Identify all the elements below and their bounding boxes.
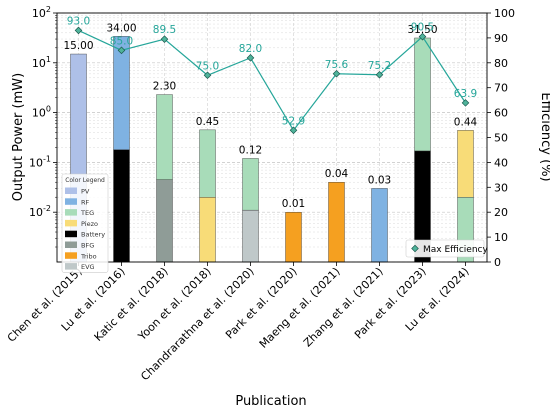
- bar-total-label: 15.00: [63, 40, 93, 52]
- legend-label-bfg: BFG: [81, 242, 94, 250]
- bar-stack: [371, 188, 388, 263]
- y2-tick-label: 90: [494, 32, 508, 45]
- bar-total-label: 0.12: [239, 144, 262, 156]
- y2-tick-label: 0: [494, 256, 501, 269]
- efficiency-marker: [74, 26, 83, 35]
- efficiency-marker: [461, 99, 470, 107]
- bar-segment-tribo: [285, 211, 302, 263]
- legend-swatch-bfg: [65, 241, 77, 248]
- legend-swatch-rf: [65, 198, 77, 205]
- efficiency-label: 85.0: [110, 35, 133, 47]
- efficiency-label: 52.9: [282, 115, 305, 127]
- efficiency-label: 75.2: [368, 60, 391, 72]
- bar-segment-bfg: [156, 179, 173, 263]
- legend-label-teg: TEG: [80, 209, 94, 217]
- y-axis-title: Output Power (mW): [11, 73, 26, 201]
- efficiency-legend-box: [405, 239, 485, 258]
- legend-label-battery: Battery: [81, 231, 105, 239]
- efficiency-marker: [332, 69, 341, 78]
- legend-swatch-piezo: [65, 219, 77, 227]
- bar-stack: [414, 37, 431, 263]
- bar-total-label: 0.44: [454, 116, 478, 128]
- y2-tick-label: 10: [494, 231, 508, 244]
- efficiency-marker: [418, 32, 427, 41]
- bar-segment-teg: [242, 158, 259, 211]
- y2-axis-title: Efficiency (%): [538, 92, 550, 181]
- efficiency-line: [78, 29, 467, 132]
- bar-segment-teg: [156, 94, 173, 180]
- y2-tick-label: 70: [494, 82, 508, 95]
- efficiency-label: 90.5: [411, 22, 434, 34]
- legend-swatch-tribo: [65, 252, 77, 259]
- y2-tick-label: 40: [494, 156, 508, 169]
- bars: [70, 36, 474, 263]
- bar-segment-rf: [371, 188, 388, 263]
- legend-swatch-teg: [65, 209, 77, 216]
- bar-total-label: 0.01: [282, 198, 305, 210]
- bar-total-label: 34.00: [106, 22, 136, 34]
- efficiency-label: 82.0: [239, 43, 262, 55]
- y2-tick-label: 20: [494, 206, 508, 219]
- bar-segment-piezo: [199, 197, 216, 263]
- efficiency-label: 89.5: [153, 24, 176, 36]
- bar-segment-rf: [113, 36, 130, 150]
- legend-label-pv: PV: [81, 188, 90, 196]
- bar-stack: [113, 36, 130, 263]
- efficiency-legend: Max Efficiency: [405, 239, 488, 258]
- efficiency-label: 75.6: [325, 59, 349, 71]
- bar-total-label: 0.03: [368, 174, 391, 186]
- y2-tick-label: 30: [494, 181, 508, 194]
- efficiency-marker: [289, 126, 298, 135]
- efficiency-series: [74, 26, 470, 135]
- efficiency-marker: [117, 46, 126, 55]
- legend-swatch-battery: [65, 230, 77, 238]
- efficiency-label: 93.0: [67, 15, 90, 27]
- bar-total-label: 31.50: [407, 24, 437, 36]
- efficiency-legend-marker: [411, 244, 419, 253]
- efficiency-label: 75.0: [196, 60, 219, 72]
- bar-segment-teg: [199, 129, 216, 198]
- bar-stack: [199, 129, 216, 263]
- legend-title: Color Legend: [65, 177, 105, 184]
- legend-label-rf: RF: [81, 198, 90, 206]
- bar-total-label: 2.30: [153, 81, 176, 93]
- bar-segment-tribo: [328, 182, 345, 263]
- legend-swatch-evg: [65, 263, 77, 270]
- y2-tick-label: 80: [494, 57, 508, 70]
- x-axis-title: Publication: [235, 394, 306, 409]
- bar-stack: [242, 158, 259, 263]
- bar-segment-teg: [414, 37, 431, 152]
- y2-tick-label: 50: [494, 132, 508, 145]
- bar-total-label: 0.04: [325, 168, 349, 180]
- efficiency-label: 63.9: [454, 88, 477, 100]
- efficiency-marker: [246, 54, 255, 62]
- data-labels: 15.00 34.00 2.30 0.45 0.12 0.01 0.04 0.03 31.50 0…: [63, 15, 477, 210]
- bar-segment-evg: [242, 209, 259, 263]
- legend-label-tribo: Tribo: [80, 252, 97, 260]
- efficiency-marker: [160, 35, 169, 43]
- legend-label-piezo: Piezo: [81, 220, 98, 228]
- bar-stack: [156, 94, 173, 263]
- bar-segment-piezo: [457, 130, 474, 198]
- bar-stack: [285, 211, 302, 263]
- efficiency-marker: [203, 71, 212, 80]
- y2-tick-label: 60: [494, 107, 508, 120]
- efficiency-marker: [375, 70, 384, 79]
- color-legend: Color Legend PV RF TEG Piezo Battery BFG Tribo E…: [61, 173, 109, 273]
- legend-swatch-pv: [65, 187, 77, 194]
- bar-segment-battery: [113, 149, 130, 263]
- efficiency-legend-label: Max Efficiency: [423, 245, 488, 255]
- bar-stack: [328, 182, 345, 263]
- legend-label-evg: EVG: [81, 263, 95, 271]
- y2-tick-label: 100: [494, 7, 515, 20]
- bar-total-label: 0.45: [196, 116, 219, 128]
